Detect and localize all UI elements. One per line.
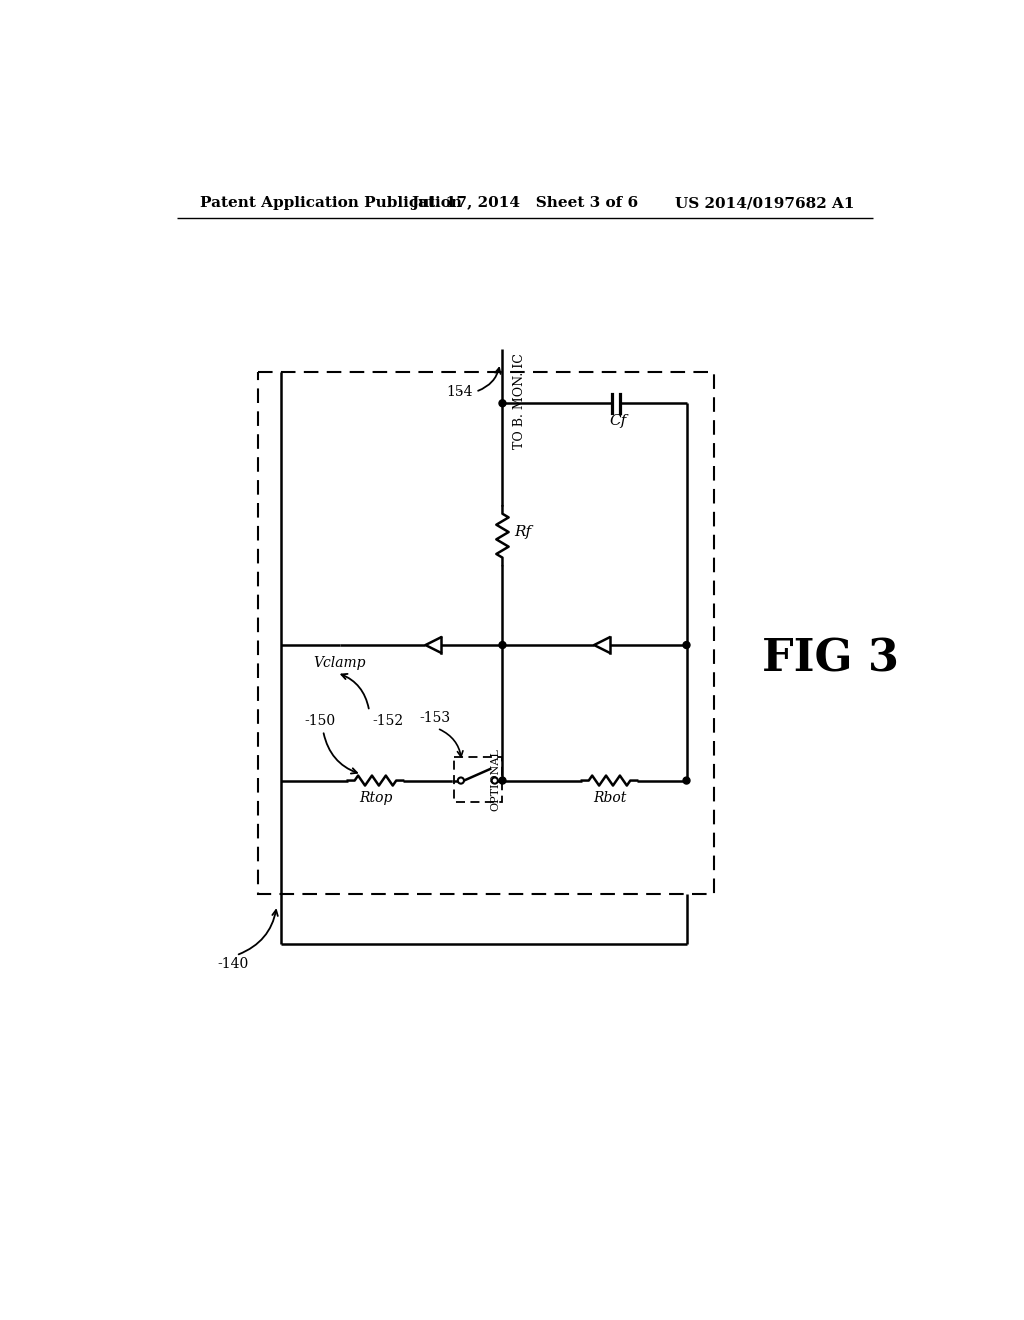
Text: -150: -150	[304, 714, 336, 729]
Text: -140: -140	[217, 957, 249, 972]
Text: -: -	[458, 384, 463, 399]
Circle shape	[458, 777, 464, 784]
Circle shape	[492, 777, 498, 784]
Text: Rbot: Rbot	[593, 791, 627, 805]
Text: TO B. MON. IC: TO B. MON. IC	[513, 354, 526, 449]
Circle shape	[683, 642, 690, 648]
Circle shape	[683, 777, 690, 784]
Text: OPTIONAL: OPTIONAL	[490, 748, 500, 812]
Text: -152: -152	[373, 714, 403, 729]
Bar	[258, 372, 714, 894]
Text: Rtop: Rtop	[358, 791, 392, 805]
Text: 154: 154	[446, 384, 473, 399]
Text: FIG 3: FIG 3	[762, 638, 899, 680]
Circle shape	[499, 777, 506, 784]
Text: US 2014/0197682 A1: US 2014/0197682 A1	[675, 197, 854, 210]
Text: -153: -153	[419, 711, 451, 725]
Circle shape	[499, 400, 506, 407]
Circle shape	[499, 642, 506, 648]
Text: Patent Application Publication: Patent Application Publication	[200, 197, 462, 210]
Text: Vclamp: Vclamp	[313, 656, 367, 669]
Text: Rf: Rf	[514, 525, 531, 539]
Text: Cf: Cf	[609, 414, 627, 428]
Text: Jul. 17, 2014   Sheet 3 of 6: Jul. 17, 2014 Sheet 3 of 6	[412, 197, 638, 210]
Bar	[454, 758, 502, 803]
